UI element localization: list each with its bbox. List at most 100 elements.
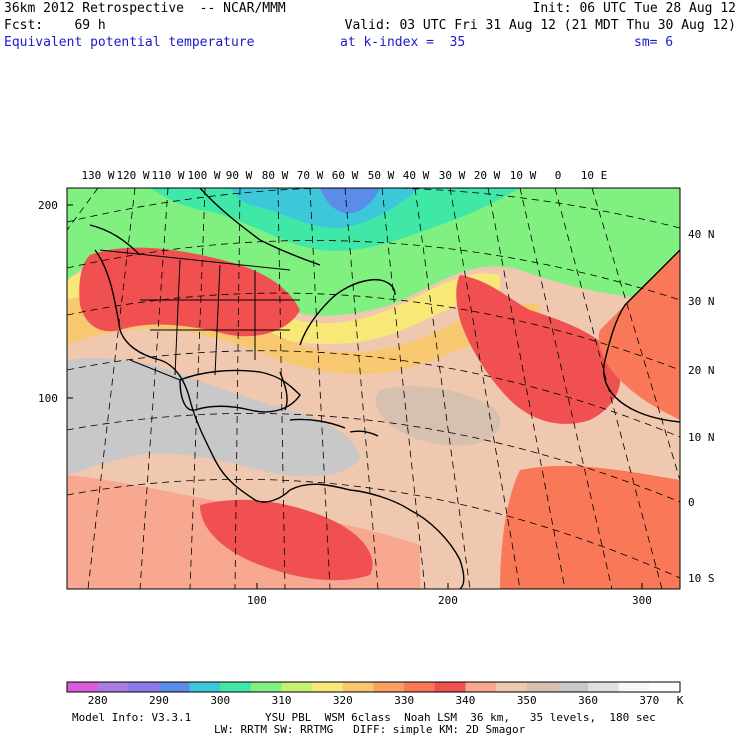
grid-x-label: 200 xyxy=(438,594,458,607)
lon-label: 40 W xyxy=(403,169,430,182)
colorbar-swatch xyxy=(496,682,528,692)
colorbar-swatch xyxy=(373,682,405,692)
lat-line-equator xyxy=(67,412,680,503)
lon-line-30w xyxy=(449,188,521,589)
grid-index-labels: 200 100 100 200 300 xyxy=(38,199,652,607)
colorbar-tick-label: 320 xyxy=(332,694,353,707)
lat-line-20n xyxy=(67,292,680,371)
lat-line-10n xyxy=(67,350,680,438)
colorbar-tick-label: 350 xyxy=(516,694,537,707)
atlantic-swirl xyxy=(456,275,621,424)
lat-label: 30 N xyxy=(688,295,715,308)
colorbar-swatch xyxy=(588,682,620,692)
colorbar xyxy=(66,681,681,693)
field-name: Equivalent potential temperature xyxy=(4,35,255,50)
colorbar-frame xyxy=(66,681,681,693)
state-line-4 xyxy=(214,264,221,376)
lon-line-130w xyxy=(67,188,99,231)
init-time: Init: 06 UTC Tue 28 Aug 12 xyxy=(532,1,737,16)
colorbar-tick-label: 370 xyxy=(639,694,660,707)
colorbar-swatch xyxy=(158,682,191,692)
south-america-hot xyxy=(200,499,373,581)
lon-label: 20 W xyxy=(474,169,501,182)
colorbar-swatch xyxy=(250,682,283,692)
colorbar-swatch xyxy=(281,682,313,692)
level-info: at k-index = 35 xyxy=(340,35,466,50)
lon-label: 120 W xyxy=(116,169,149,182)
lon-line-70w xyxy=(309,188,331,589)
lon-label: 10 E xyxy=(581,169,608,182)
colorbar-unit: K xyxy=(676,694,684,707)
lon-label: 90 W xyxy=(226,169,253,182)
colorbar-tick-label: 310 xyxy=(271,694,292,707)
lon-label: 80 W xyxy=(262,169,289,182)
lon-line-50w xyxy=(381,188,426,589)
lon-label: 30 W xyxy=(439,169,466,182)
state-line-3 xyxy=(174,259,181,376)
canada-border-coast xyxy=(199,188,321,266)
lon-line-110w xyxy=(139,188,169,589)
cuba xyxy=(289,418,346,429)
colorbar-tick-label: 300 xyxy=(210,694,231,707)
lon-label: 70 W xyxy=(297,169,324,182)
graticule xyxy=(67,188,680,589)
lon-label: 130 W xyxy=(81,169,114,182)
physics-info: YSU PBL WSM 6class Noah LSM 36 km, 35 le… xyxy=(265,711,656,724)
lon-line-100w xyxy=(189,188,206,589)
colorbar-swatch xyxy=(67,682,99,692)
lat-line-30n xyxy=(67,240,680,301)
lon-line-20w xyxy=(487,188,566,589)
africa-warm xyxy=(598,250,680,420)
atlantic-moist xyxy=(375,385,501,446)
lon-line-10w xyxy=(519,188,613,589)
us-mexico-border xyxy=(129,359,181,381)
lon-label: 10 W xyxy=(510,169,537,182)
colorbar-swatch xyxy=(97,682,129,692)
model-info: Model Info: V3.3.1 xyxy=(72,711,192,724)
gulf-of-mexico-coast xyxy=(179,369,301,413)
frame-ticks xyxy=(67,204,643,589)
africa-europe-coast xyxy=(603,249,680,423)
colorbar-tick-label: 290 xyxy=(149,694,169,707)
cool-band xyxy=(67,188,680,316)
longitude-labels: 130 W 120 W 110 W 100 W 90 W 80 W 70 W 6… xyxy=(81,169,607,182)
grid-y-label: 200 xyxy=(38,199,58,212)
colorbar-swatch xyxy=(312,682,344,692)
lat-line-40n xyxy=(67,188,680,229)
lon-label: 110 W xyxy=(151,169,184,182)
colorbar-swatch xyxy=(649,682,681,692)
political-borders xyxy=(99,249,300,381)
colorbar-swatch xyxy=(404,682,436,692)
lat-label: 20 N xyxy=(688,364,715,377)
coastlines xyxy=(89,188,680,589)
colorbar-swatch xyxy=(342,682,374,692)
colorbar-swatch xyxy=(189,682,221,692)
colorbar-swatch xyxy=(465,682,497,692)
colorbar-swatch xyxy=(557,682,589,692)
north-america-west-coast xyxy=(94,249,291,503)
colorbar-swatch xyxy=(434,682,466,692)
lon-label: 100 W xyxy=(187,169,220,182)
colorbar-swatch xyxy=(526,682,558,692)
colorbar-tick-label: 280 xyxy=(87,694,108,707)
us-hot-core xyxy=(79,247,300,337)
grid-x-label: 300 xyxy=(632,594,652,607)
colorbar-swatch xyxy=(220,682,252,692)
coldest-core xyxy=(320,188,380,214)
colorbar-tick-label: 360 xyxy=(578,694,598,707)
theta-e-field xyxy=(67,188,680,589)
lon-line-120w xyxy=(87,188,136,589)
lat-label: 10 S xyxy=(688,572,715,585)
lat-label: 40 N xyxy=(688,228,715,241)
lon-line-90w xyxy=(234,188,241,589)
grid-x-label: 100 xyxy=(247,594,267,607)
equatorial-atlantic-warm xyxy=(500,465,680,589)
lon-label: 0 xyxy=(555,169,562,182)
grid-y-label: 100 xyxy=(38,392,58,405)
radiation-info: LW: RRTM SW: RRTMG DIFF: simple KM: 2D S… xyxy=(214,723,526,736)
forecast-hour: Fcst: 69 h xyxy=(4,18,106,33)
lat-label: 0 xyxy=(688,496,695,509)
lat-line-10s xyxy=(67,478,680,579)
colorbar-tick-label: 330 xyxy=(394,694,415,707)
